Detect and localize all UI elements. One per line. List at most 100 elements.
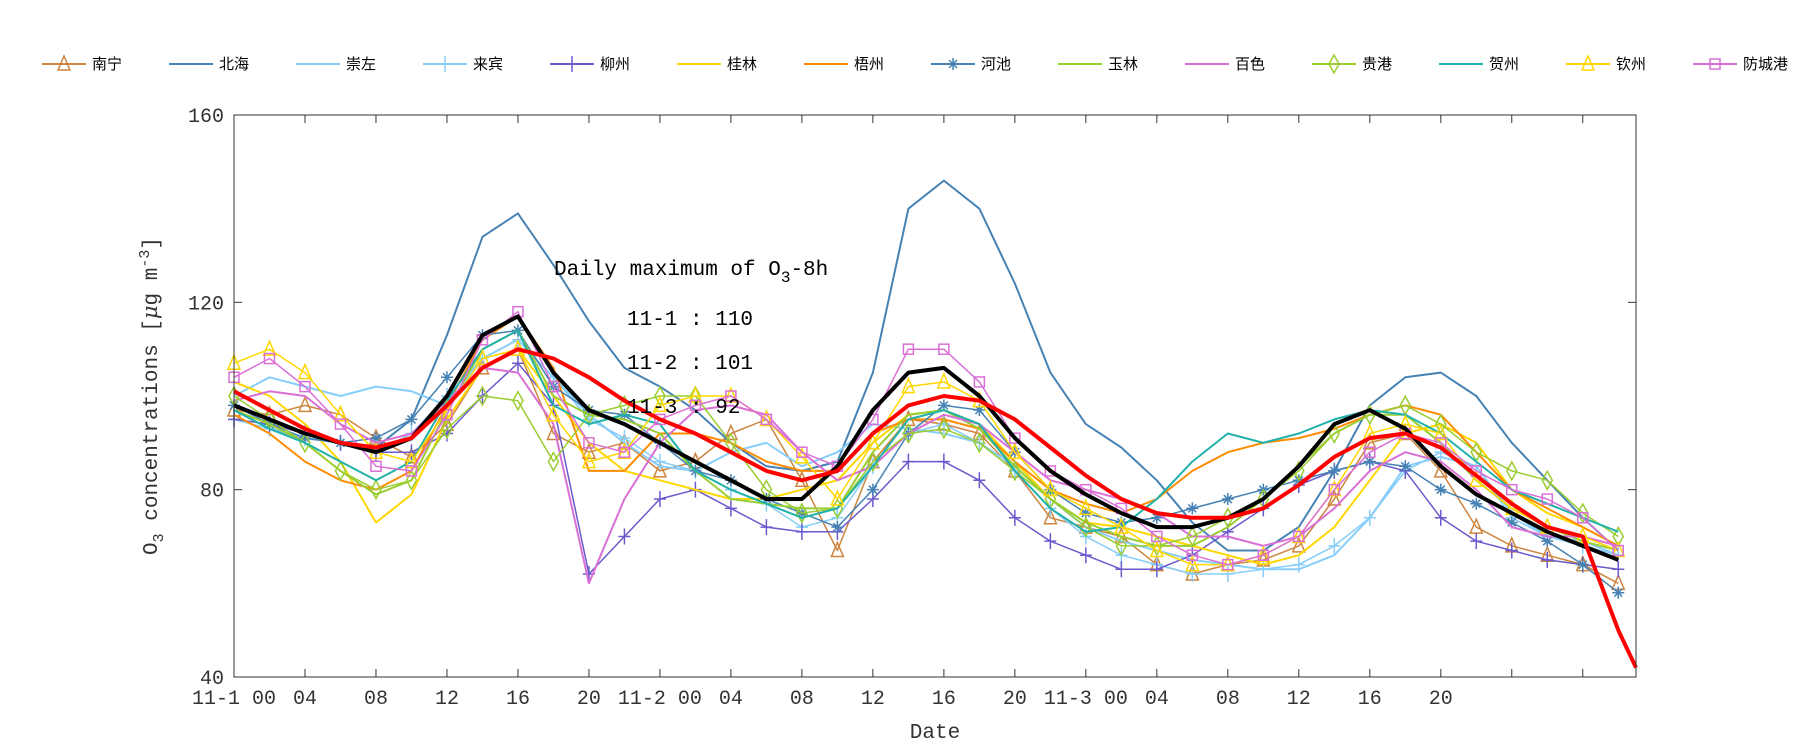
data-point-marker [831,521,844,534]
data-point-marker [405,469,418,491]
data-point-marker [760,519,773,536]
data-point-marker [440,371,453,384]
data-point-marker [796,502,808,524]
data-point-marker [795,523,808,540]
data-point-marker [405,413,418,426]
data-point-marker [297,395,313,413]
data-point-marker [1363,509,1376,526]
data-point-marker [1434,483,1447,496]
data-point-marker [725,390,737,402]
series-line [233,310,1619,566]
legend-marker-icon [947,58,959,70]
legend-marker-icon [56,54,72,71]
data-point-marker [867,451,879,473]
data-point-marker [1434,509,1447,526]
legend-item: 河池 [931,55,1011,73]
data-point-marker [512,390,524,412]
series-玉林 [233,329,1619,552]
legend-label: 贺州 [1489,55,1519,73]
data-point-marker [973,404,986,417]
data-point-marker [1541,469,1554,491]
data-point-marker [937,453,950,470]
data-point-marker [902,343,915,355]
x-tick-label: 11-3 00 [1044,688,1128,711]
data-point-marker [1612,586,1625,599]
y-axis-label: O3 concentrations [μg m-3] [137,237,168,555]
series-line [233,348,1619,566]
series-line [233,347,1621,631]
x-tick-label: 20 [1003,688,1027,711]
data-point-marker [1044,533,1057,550]
annotation-line-1: 11-1 : 110 [627,309,753,332]
annotation: Daily maximum of O3-8h 11-1 : 110 11-2 :… [554,259,828,420]
data-point-marker [938,418,950,440]
series-line [233,314,1620,562]
x-tick-label: 12 [1287,688,1311,711]
data-point-marker [653,453,666,470]
data-point-marker [1293,530,1305,543]
x-tick-label: 08 [364,688,388,711]
data-point-marker [902,422,915,445]
data-point-marker [723,386,739,403]
legend-label: 钦州 [1616,55,1646,73]
legend-label: 来宾 [473,55,503,73]
data-point-marker [1008,509,1021,526]
data-point-marker [1114,517,1129,534]
data-point-marker [902,453,915,470]
series-unnamed-15 [233,347,1621,631]
data-point-marker [901,376,916,394]
data-point-marker [475,348,490,366]
data-point-marker [1009,432,1021,444]
data-point-marker [796,446,808,458]
legend-item: 柳州 [550,55,630,73]
series-line [233,329,1619,594]
data-point-marker [1541,551,1554,568]
legend-item: 钦州 [1566,54,1646,73]
legend-item: 百色 [1185,55,1265,73]
x-tick-label: 08 [1216,688,1240,711]
data-point-marker [652,395,668,413]
data-point-marker [1079,547,1092,564]
data-point-marker [370,460,382,472]
legend-label: 柳州 [600,55,630,73]
data-point-marker [262,339,277,356]
data-point-marker [1363,455,1376,468]
legend-item: 来宾 [423,55,503,73]
data-point-marker [865,432,881,450]
data-point-marker [1044,465,1057,477]
x-tick-label: 16 [1358,688,1382,711]
legend-label: 崇左 [346,55,376,73]
data-point-marker [689,399,702,412]
plot-frame [233,114,1637,678]
data-point-marker [1007,442,1022,459]
data-point-marker [1115,561,1128,578]
legend-item: 梧州 [804,55,884,73]
data-point-marker [973,472,986,489]
legend-label: 河池 [981,55,1011,73]
legend-marker-icon [1709,58,1721,70]
annotation-line-2: 11-2 : 101 [627,353,753,376]
series-贺州 [233,329,1619,533]
series-unnamed-14 [233,314,1620,562]
legend-item: 崇左 [296,55,376,73]
data-point-marker [583,437,595,449]
data-point-marker [1185,554,1200,572]
data-point-marker [618,528,631,545]
data-point-marker [794,446,810,464]
data-point-marker [334,418,347,430]
series-line [233,348,1619,584]
legend-label: 桂林 [727,55,757,73]
data-point-marker [1043,479,1058,497]
series-line [233,179,1619,552]
x-tick-label: 16 [506,688,530,711]
data-point-marker [1222,558,1234,571]
series-line [233,339,1619,575]
x-tick-label: 16 [932,688,956,711]
data-point-marker [476,385,489,407]
data-point-marker [334,460,347,482]
x-tick-label: 08 [790,688,814,711]
x-tick-label: 12 [861,688,885,711]
data-point-marker [1328,537,1341,554]
data-point-marker [1612,544,1625,557]
series-桂林 [233,348,1619,566]
